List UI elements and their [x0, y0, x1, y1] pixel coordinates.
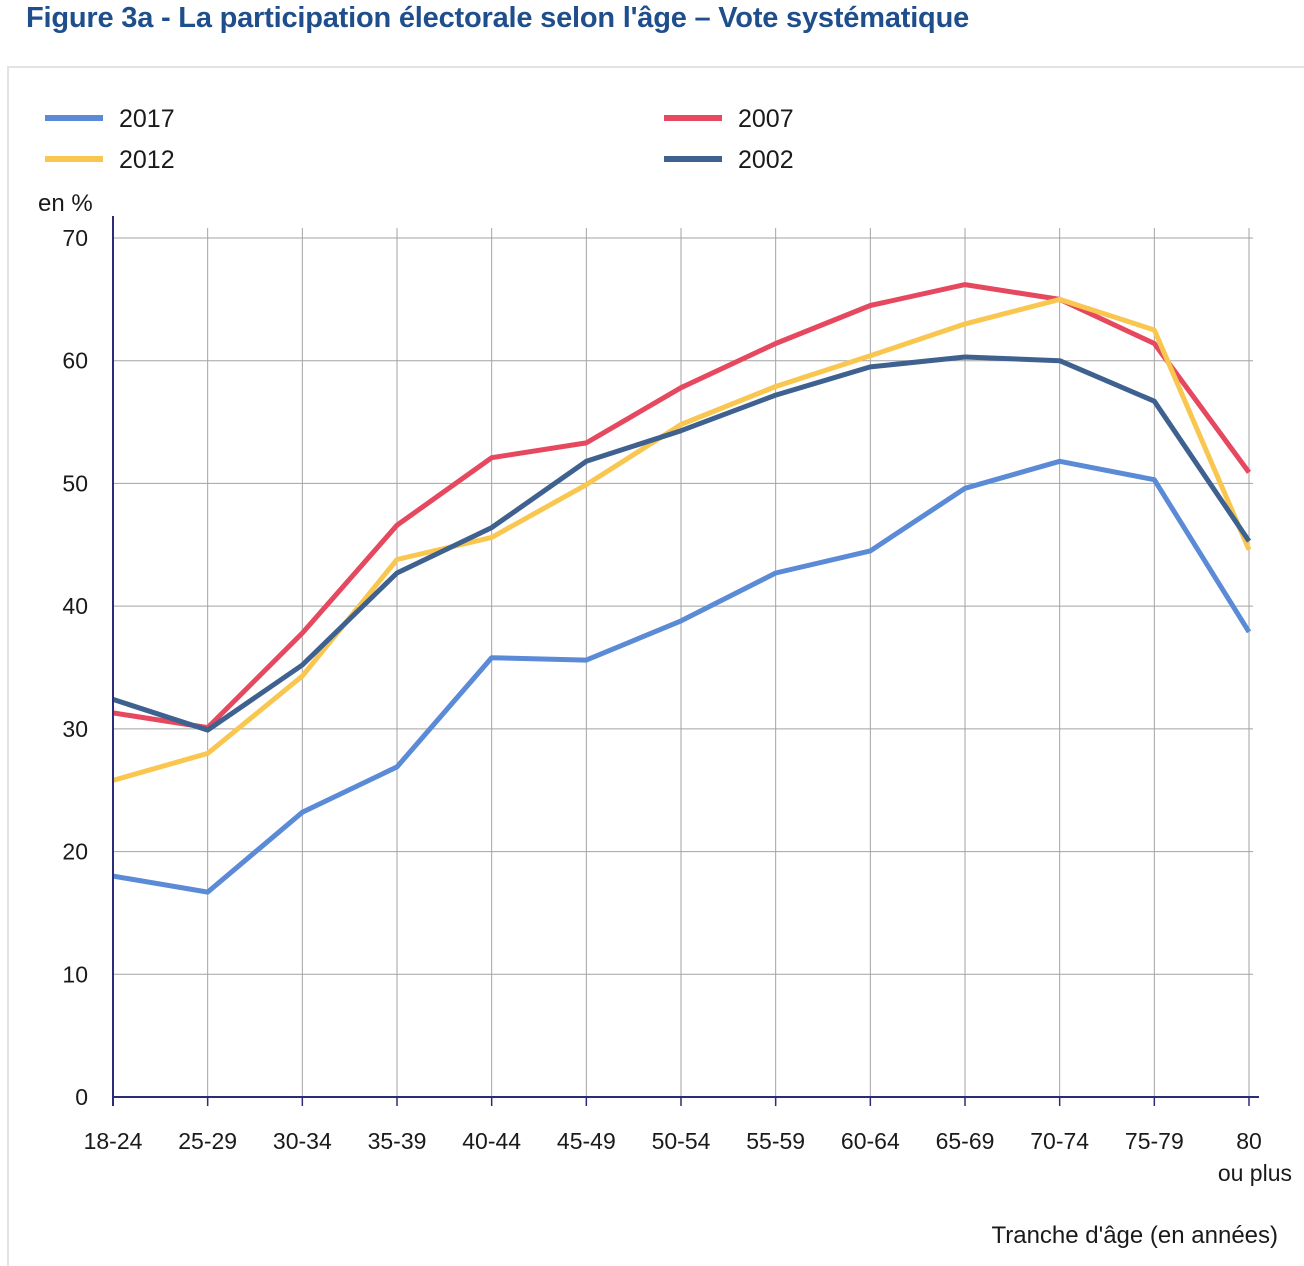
x-tick-label: 70-74	[1030, 1128, 1089, 1154]
x-axis-ticks: 18-24 25-29 30-34 35-39 40-44 45-49 50-54 55-59…	[84, 1097, 1292, 1186]
legend-label-2012: 2012	[119, 146, 175, 174]
chart-panel	[7, 66, 1304, 1266]
figure-title: Figure 3a - La participation électorale …	[26, 2, 970, 34]
y-tick-label: 60	[62, 348, 88, 374]
grid	[113, 228, 1253, 1097]
series-line-2002	[112, 354, 1252, 733]
axes	[112, 216, 1259, 1106]
y-tick-label: 40	[62, 593, 88, 619]
y-tick-label: 20	[62, 839, 88, 865]
x-tick-label: 50-54	[652, 1128, 711, 1154]
x-tick-label: 55-59	[746, 1128, 805, 1154]
y-tick-label: 70	[62, 225, 88, 251]
x-tick-label: 45-49	[557, 1128, 616, 1154]
x-tick-label: 80	[1236, 1128, 1262, 1154]
x-tick-label: 18-24	[84, 1128, 143, 1154]
y-axis-title: en %	[38, 190, 93, 217]
series-lines	[112, 282, 1252, 895]
y-tick-label: 30	[62, 716, 88, 742]
x-tick-label: 75-79	[1125, 1128, 1184, 1154]
x-axis-title: Tranche d'âge (en années)	[991, 1222, 1278, 1249]
legend-label-2007: 2007	[738, 105, 794, 133]
x-tick-label: 65-69	[936, 1128, 995, 1154]
legend-label-2017: 2017	[119, 105, 175, 133]
legend: 2017 2007 2012 2002	[45, 105, 794, 174]
series-line-2012	[112, 296, 1252, 783]
y-tick-label: 10	[62, 961, 88, 987]
x-tick-label: 40-44	[462, 1128, 521, 1154]
y-tick-label: 50	[62, 470, 88, 496]
x-tick-label: 35-39	[368, 1128, 427, 1154]
legend-label-2002: 2002	[738, 146, 794, 174]
y-axis-ticks: 0 10 20 30 40 50 60 70	[62, 225, 88, 1110]
series-line-2017	[112, 458, 1252, 895]
x-tick-label: 25-29	[178, 1128, 237, 1154]
x-tick-label-line2: ou plus	[1218, 1160, 1292, 1186]
x-tick-label: 60-64	[841, 1128, 900, 1154]
x-tick-label: 30-34	[273, 1128, 332, 1154]
y-tick-label: 0	[75, 1084, 88, 1110]
